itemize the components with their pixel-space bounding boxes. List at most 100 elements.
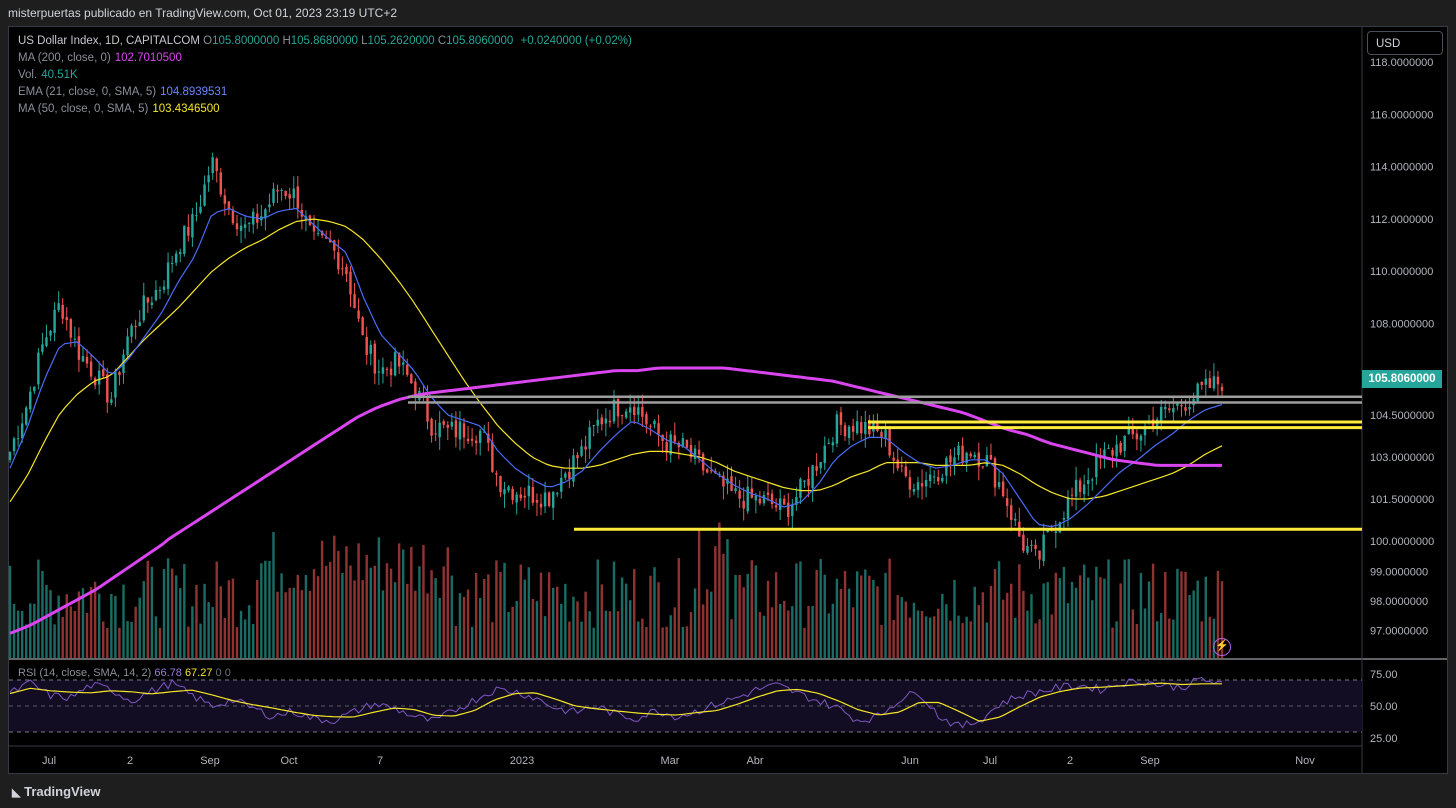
candle-body: [389, 368, 393, 376]
candle-body: [762, 494, 766, 504]
candle-body: [791, 504, 794, 516]
candle-body: [450, 421, 454, 427]
rsi-tick-label: 25.00: [1370, 733, 1398, 745]
candle-body: [284, 190, 287, 197]
candle-body: [1188, 407, 1191, 410]
volume-bar: [1042, 583, 1045, 658]
volume-bar: [57, 595, 60, 658]
volume-bar: [547, 572, 551, 658]
candle-body: [16, 438, 20, 440]
candle-body: [146, 297, 150, 303]
indicator-row-ma50[interactable]: MA (50, close, 0, SMA, 5) 103.4346500: [18, 103, 220, 115]
symbol-name[interactable]: US Dollar Index, 1D, CAPITALCOM: [18, 35, 200, 47]
volume-bar: [527, 567, 531, 658]
volume-bar: [507, 611, 510, 658]
volume-bar: [8, 565, 12, 658]
candle-body: [787, 502, 790, 517]
volume-bar: [1143, 608, 1147, 658]
volume-bar: [766, 580, 770, 658]
time-tick-label: 7: [377, 755, 383, 767]
candle-body: [949, 455, 952, 463]
volume-bar: [264, 560, 267, 658]
candle-body: [746, 486, 749, 512]
candle-body: [1204, 378, 1208, 385]
candle-body: [685, 439, 689, 448]
price-tick-label: 108.0000000: [1370, 319, 1434, 331]
lightning-icon[interactable]: ⚡: [1213, 638, 1231, 656]
volume-bar: [410, 547, 413, 658]
indicator-row-ema21[interactable]: EMA (21, close, 0, SMA, 5) 104.8939531: [18, 86, 228, 98]
candle-body: [778, 498, 782, 510]
volume-bar: [114, 595, 117, 658]
candle-body: [839, 412, 843, 425]
candle-body: [20, 423, 24, 439]
candle-body: [1026, 546, 1029, 553]
volume-bar: [904, 601, 908, 658]
candle-body: [474, 440, 478, 444]
volume-bar: [401, 549, 405, 658]
candle-body: [49, 330, 52, 336]
time-tick-label: Jun: [901, 755, 919, 767]
candle-body: [81, 356, 85, 362]
candle-body: [89, 361, 93, 377]
volume-bar: [65, 594, 68, 658]
volume-bar: [1066, 603, 1070, 658]
candle-body: [276, 190, 279, 192]
candle-body: [158, 290, 162, 292]
volume-bar: [1172, 619, 1175, 658]
time-tick-label: Jul: [42, 755, 56, 767]
candle-body: [864, 421, 867, 434]
ohlc-value-l: 105.2620000: [367, 35, 435, 47]
volume-bar: [568, 621, 571, 658]
candle-body: [1078, 480, 1082, 492]
candle-body: [239, 225, 243, 231]
volume-bar: [284, 592, 287, 658]
volume-value: 40.51K: [41, 69, 78, 81]
candle-body: [511, 488, 514, 501]
volume-bar: [1208, 616, 1212, 658]
volume-bar: [835, 578, 839, 658]
volume-bar: [843, 570, 847, 658]
candle-body: [900, 465, 903, 467]
volume-bar: [1074, 587, 1078, 658]
volume-bar: [965, 616, 968, 658]
volume-bar: [989, 585, 993, 658]
volume-bar: [633, 569, 636, 658]
rsi-legend[interactable]: RSI (14, close, SMA, 14, 2) 66.78 67.27 …: [18, 667, 231, 679]
candle-body: [815, 466, 818, 471]
candle-body: [1014, 518, 1017, 521]
volume-bar: [669, 615, 672, 658]
tradingview-logo[interactable]: ◣ TradingView: [12, 784, 100, 799]
indicator-row-ma200[interactable]: MA (200, close, 0) 102.7010500: [18, 52, 182, 64]
candle-body: [604, 418, 608, 424]
volume-bar: [900, 597, 903, 658]
price-tick-label: 98.0000000: [1370, 596, 1428, 608]
indicator-row-volume[interactable]: Vol. 40.51K: [18, 69, 78, 81]
volume-bar: [746, 574, 749, 658]
candle-body: [93, 378, 97, 386]
time-tick-label: Oct: [280, 755, 297, 767]
tv-logo-icon: ◣: [12, 787, 21, 799]
candle-body: [560, 477, 563, 492]
candle-body: [397, 352, 401, 367]
volume-bar: [847, 588, 851, 658]
candle-body: [904, 466, 908, 477]
volume-bar: [1188, 595, 1191, 658]
candle-body: [102, 369, 105, 377]
ohlc-key-c: C: [434, 35, 447, 47]
volume-bar: [949, 620, 952, 658]
volume-bar: [754, 565, 758, 658]
currency-button[interactable]: USD: [1367, 31, 1443, 55]
candle-body: [1005, 498, 1009, 506]
volume-bar: [730, 619, 733, 658]
volume-bar: [868, 575, 871, 658]
volume-bar: [97, 593, 101, 658]
candle-body: [349, 271, 352, 295]
volume-bar: [1139, 572, 1143, 658]
volume-bar: [860, 575, 863, 658]
volume-bar: [564, 583, 567, 658]
candle-body: [681, 438, 685, 448]
candle-body: [843, 425, 847, 437]
volume-bar: [247, 605, 251, 658]
